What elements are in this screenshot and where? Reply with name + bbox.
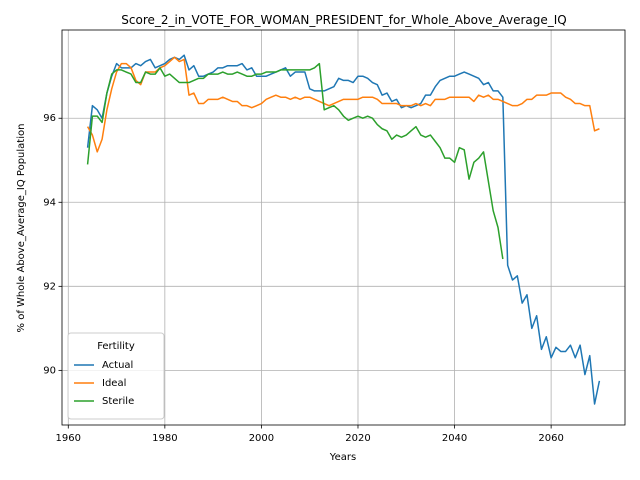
legend-title: Fertility [97,341,135,352]
legend-label: Actual [102,360,133,371]
y-tick-label: 96 [43,113,56,124]
x-tick-label: 2040 [442,433,467,444]
legend-label: Sterile [102,396,134,407]
legend: Fertility Actual Ideal Sterile [67,332,165,420]
y-tick-label: 90 [43,365,56,376]
plot-frame [61,29,626,426]
line-series [86,56,600,153]
x-tick-label: 2020 [345,433,370,444]
y-axis-label: % of Whole Above_Average_IQ Population [16,124,27,333]
legend-label: Ideal [102,378,126,389]
y-tick-label: 92 [43,281,56,292]
y-tick-label: 94 [43,197,56,208]
x-tick-label: 1980 [152,433,177,444]
line-series [86,62,504,260]
chart-title: Score_2_in_VOTE_FOR_WOMAN_PRESIDENT_for_… [121,13,566,27]
x-tick-label: 2060 [538,433,563,444]
legend-box [67,332,165,420]
x-tick-label: 1960 [56,433,81,444]
x-tick-label: 2000 [249,433,274,444]
x-axis-label: Years [329,452,356,463]
